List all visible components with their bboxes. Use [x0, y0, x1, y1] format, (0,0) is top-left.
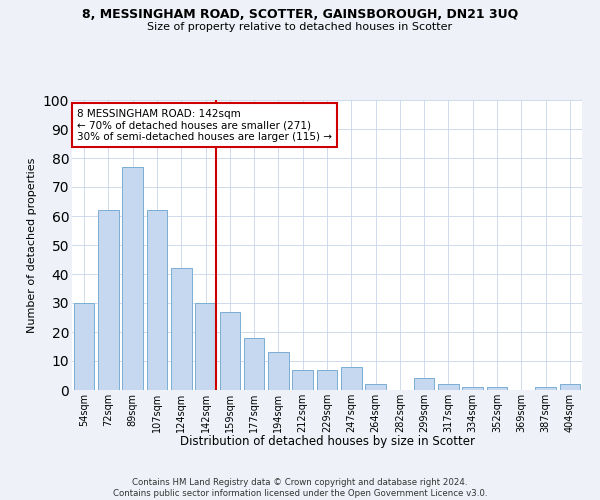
Bar	[74, 303, 94, 390]
Y-axis label: Number of detached properties: Number of detached properties	[27, 158, 37, 332]
Bar	[414, 378, 434, 390]
Text: 8 MESSINGHAM ROAD: 142sqm
← 70% of detached houses are smaller (271)
30% of semi: 8 MESSINGHAM ROAD: 142sqm ← 70% of detac…	[77, 108, 332, 142]
Bar	[317, 370, 337, 390]
Bar	[341, 367, 362, 390]
Bar	[220, 312, 240, 390]
Text: Distribution of detached houses by size in Scotter: Distribution of detached houses by size …	[179, 435, 475, 448]
Bar	[146, 210, 167, 390]
Bar	[463, 387, 483, 390]
Bar	[244, 338, 265, 390]
Bar	[98, 210, 119, 390]
Bar	[195, 303, 216, 390]
Bar	[560, 384, 580, 390]
Bar	[438, 384, 459, 390]
Text: 8, MESSINGHAM ROAD, SCOTTER, GAINSBOROUGH, DN21 3UQ: 8, MESSINGHAM ROAD, SCOTTER, GAINSBOROUG…	[82, 8, 518, 20]
Bar	[535, 387, 556, 390]
Bar	[365, 384, 386, 390]
Bar	[268, 352, 289, 390]
Bar	[122, 166, 143, 390]
Bar	[487, 387, 508, 390]
Text: Size of property relative to detached houses in Scotter: Size of property relative to detached ho…	[148, 22, 452, 32]
Text: Contains HM Land Registry data © Crown copyright and database right 2024.
Contai: Contains HM Land Registry data © Crown c…	[113, 478, 487, 498]
Bar	[292, 370, 313, 390]
Bar	[171, 268, 191, 390]
